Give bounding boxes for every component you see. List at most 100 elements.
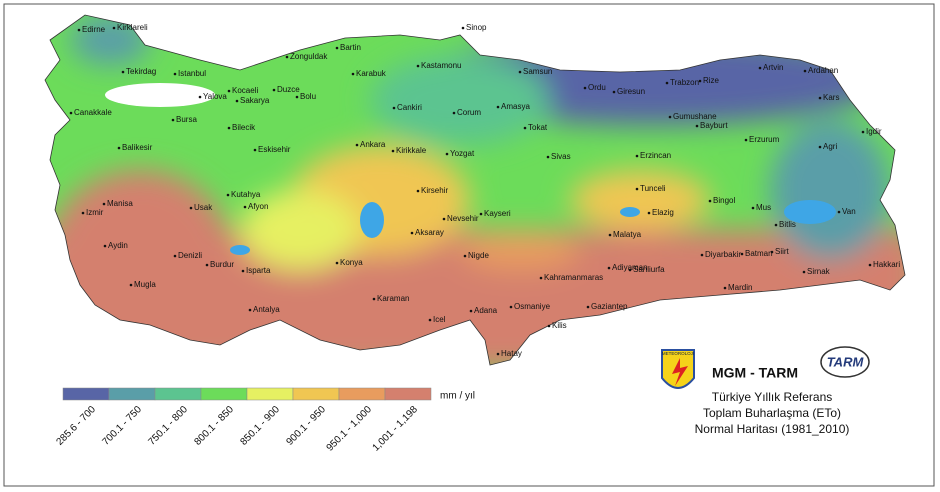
city-dot: [837, 210, 841, 214]
city-dot: [198, 95, 202, 99]
city-label: Isparta: [246, 266, 271, 275]
city-dot: [818, 145, 822, 149]
city-label: Duzce: [277, 85, 300, 94]
city-dot: [496, 105, 500, 109]
city-dot: [509, 305, 513, 309]
city-dot: [112, 26, 116, 30]
city-label: Bolu: [300, 92, 316, 101]
city-dot: [868, 263, 872, 267]
city-label: Amasya: [501, 102, 530, 111]
city-label: Eskisehir: [258, 145, 291, 154]
city-dot: [235, 99, 239, 103]
city-label: Artvin: [763, 63, 783, 72]
city-label: Karabuk: [356, 69, 387, 78]
city-dot: [461, 26, 465, 30]
city-label: Ardahan: [808, 66, 838, 75]
legend-unit: mm / yıl: [440, 391, 475, 402]
legend-swatch: [246, 387, 294, 401]
city-label: Antalya: [253, 305, 280, 314]
city-label: Adana: [474, 306, 498, 315]
city-dot: [416, 64, 420, 68]
city-label: Bayburt: [700, 121, 728, 130]
city-dot: [77, 28, 81, 32]
legend-swatch: [384, 387, 432, 401]
city-label: Tunceli: [640, 184, 666, 193]
city-label: Karaman: [377, 294, 409, 303]
city-dot: [628, 268, 632, 272]
title-lines: Türkiye Yıllık Referans Toplam Buharlaşma…: [695, 390, 850, 436]
city-label: Sanliurfa: [633, 265, 665, 274]
city-label: Aksaray: [415, 228, 444, 237]
city-label: Tokat: [528, 123, 548, 132]
city-dot: [416, 189, 420, 193]
city-label: Kirikkale: [396, 146, 427, 155]
city-label: Elazig: [652, 208, 674, 217]
city-label: Balikesir: [122, 143, 153, 152]
map: [45, 15, 905, 365]
title-line: Normal Haritası (1981_2010): [695, 422, 850, 436]
city-label: Kocaeli: [232, 86, 258, 95]
city-label: Bingol: [713, 196, 735, 205]
city-label: Sakarya: [240, 96, 270, 105]
city-dot: [335, 46, 339, 50]
city-dot: [647, 211, 651, 215]
city-dot: [351, 72, 355, 76]
city-dot: [241, 269, 245, 273]
legend-label: 950.1 - 1,000: [325, 404, 375, 454]
city-dot: [695, 124, 699, 128]
legend-swatch: [200, 387, 248, 401]
title-org: MGM - TARM: [712, 365, 798, 381]
city-label: Trabzon: [670, 78, 699, 87]
city-label: Kahramanmaras: [544, 273, 603, 282]
city-label: Kars: [823, 93, 839, 102]
legend-label: 750.1 - 800: [146, 404, 190, 448]
city-dot: [496, 352, 500, 356]
city-dot: [295, 95, 299, 99]
city-label: Malatya: [613, 230, 642, 239]
title-line: Toplam Buharlaşma (ETo): [703, 406, 841, 420]
city-dot: [469, 309, 473, 313]
city-label: Bilecik: [232, 123, 256, 132]
city-dot: [253, 148, 257, 152]
city-dot: [523, 126, 527, 130]
city-label: Yalova: [203, 92, 227, 101]
city-dot: [445, 152, 449, 156]
city-dot: [608, 233, 612, 237]
city-label: Kirklareli: [117, 23, 148, 32]
frame: [3, 3, 935, 487]
city-label: Batman: [745, 249, 773, 258]
city-dot: [410, 231, 414, 235]
city-dot: [227, 126, 231, 130]
city-dot: [770, 250, 774, 254]
city-dot: [698, 79, 702, 83]
city-label: Sivas: [551, 152, 571, 161]
city-dot: [243, 205, 247, 209]
city-label: Bitlis: [779, 220, 796, 229]
city-dot: [665, 81, 669, 85]
city-dot: [668, 115, 672, 119]
city-dot: [547, 324, 551, 328]
city-label: Diyarbakir: [705, 250, 741, 259]
city-dot: [744, 138, 748, 142]
city-dot: [227, 89, 231, 93]
city-dot: [802, 270, 806, 274]
city-label: Izmir: [86, 208, 104, 217]
city-label: Sirnak: [807, 267, 831, 276]
city-dot: [428, 318, 432, 322]
city-label: Mardin: [728, 283, 752, 292]
city-dot: [539, 276, 543, 280]
city-label: Hatay: [501, 349, 522, 358]
city-label: Bartin: [340, 43, 361, 52]
city-label: Corum: [457, 108, 481, 117]
city-dot: [479, 212, 483, 216]
legend-label: 900.1 - 950: [284, 404, 328, 448]
city-label: Kilis: [552, 321, 567, 330]
city-dot: [372, 297, 376, 301]
city-label: Yozgat: [450, 149, 475, 158]
city-label: Hakkari: [873, 260, 900, 269]
city-label: Burdur: [210, 260, 234, 269]
city-label: Gaziantep: [591, 302, 628, 311]
city-dot: [391, 149, 395, 153]
city-label: Cankiri: [397, 103, 422, 112]
